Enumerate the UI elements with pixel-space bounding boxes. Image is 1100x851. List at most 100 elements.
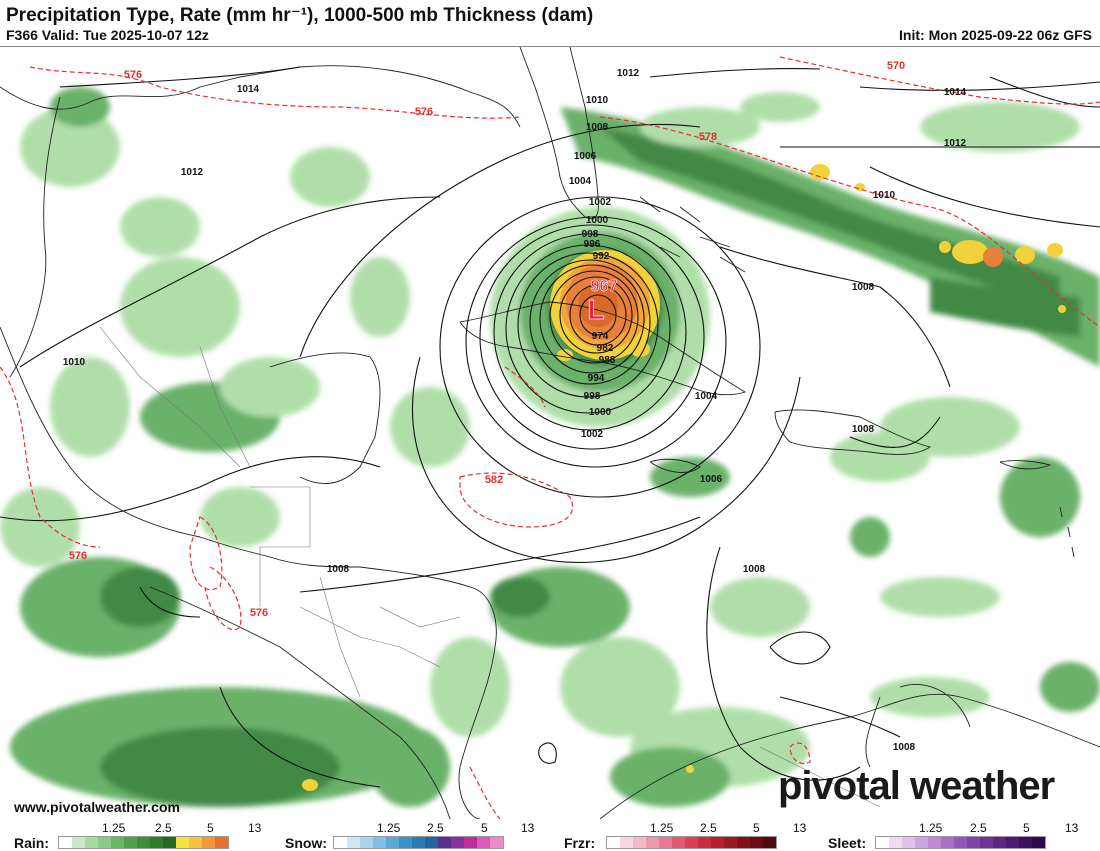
init-time: Init: Mon 2025-09-22 06z GFS <box>899 27 1092 43</box>
thickness-label: 576 <box>69 550 87 562</box>
legend-swatch <box>980 837 993 848</box>
isobar-label: 996 <box>584 239 601 250</box>
legend-swatch <box>967 837 980 848</box>
legend-swatch <box>633 837 646 848</box>
legend-swatch <box>928 837 941 848</box>
weather-map: 1014 1012 1010 1008 1006 1004 1002 1000 … <box>0 46 1100 820</box>
legend-swatch <box>85 837 98 848</box>
thickness-contours <box>0 56 1100 819</box>
legend-tick: 13 <box>521 821 535 835</box>
legend-swatch <box>399 837 412 848</box>
isobar-label: 1010 <box>873 190 896 201</box>
legend-tick: 1.25 <box>377 821 401 835</box>
thickness-label: 576 <box>415 106 433 118</box>
isobar-label: 1004 <box>695 391 718 402</box>
legend-tick: 13 <box>1065 821 1079 835</box>
legend-tick: 5 <box>481 821 488 835</box>
legend-swatch <box>373 837 386 848</box>
isobar-label: 998 <box>584 391 601 402</box>
legend-tick: 1.25 <box>919 821 943 835</box>
legend-swatch <box>163 837 176 848</box>
legend-swatch <box>360 837 373 848</box>
legend-swatch <box>763 837 776 848</box>
borders <box>99 326 881 808</box>
isobar-label: 1002 <box>589 197 612 208</box>
thickness-label: 578 <box>699 131 717 143</box>
legend-sleet-colorbar <box>875 836 1046 849</box>
legend-swatch <box>98 837 111 848</box>
isobar-label: 1010 <box>63 357 86 368</box>
legend-swatch <box>150 837 163 848</box>
precipitation-field <box>0 87 1100 807</box>
legend-snow-label: Snow: <box>285 835 327 851</box>
legend-tick: 1.25 <box>650 821 674 835</box>
legend-swatch <box>490 837 503 848</box>
legend-swatch <box>915 837 928 848</box>
legend-swatch <box>202 837 215 848</box>
legend-swatch <box>425 837 438 848</box>
legend-swatch <box>137 837 150 848</box>
isobar-label: 1000 <box>586 215 609 226</box>
legend-swatch <box>902 837 915 848</box>
isobar-label: 994 <box>588 373 605 384</box>
isobar-label: 988 <box>599 355 616 366</box>
legend-swatch <box>672 837 685 848</box>
low-symbol: L <box>587 294 604 325</box>
legend: Rain: 1.25 2.5 5 13 Snow: 1.25 2.5 5 13 … <box>0 819 1100 851</box>
legend-swatch <box>451 837 464 848</box>
legend-swatch <box>724 837 737 848</box>
legend-swatch <box>124 837 137 848</box>
isobar-label: 992 <box>593 251 610 262</box>
legend-sleet-label: Sleet: <box>828 835 867 851</box>
legend-swatch <box>607 837 620 848</box>
legend-swatch <box>412 837 425 848</box>
legend-swatch <box>876 837 889 848</box>
isobar-label: 1012 <box>617 68 640 79</box>
legend-swatch <box>941 837 954 848</box>
isobar-label: 1012 <box>181 167 204 178</box>
legend-tick: 5 <box>753 821 760 835</box>
legend-swatch <box>646 837 659 848</box>
isobar-label: 1004 <box>569 176 592 187</box>
isobar-label: 1006 <box>574 151 597 162</box>
legend-snow-colorbar <box>333 836 504 849</box>
isobar-label: 1014 <box>237 84 260 95</box>
legend-tick: 2.5 <box>155 821 172 835</box>
legend-swatch <box>620 837 633 848</box>
thickness-label: 576 <box>250 607 268 619</box>
legend-swatch <box>1032 837 1045 848</box>
legend-swatch <box>111 837 124 848</box>
low-pressure-center: 967 L <box>587 278 618 326</box>
legend-swatch <box>334 837 347 848</box>
legend-swatch <box>698 837 711 848</box>
thickness-labels: 576 576 570 578 582 576 576 <box>69 60 905 619</box>
legend-swatch <box>438 837 451 848</box>
legend-swatch <box>711 837 724 848</box>
isobar-label: 1008 <box>327 564 350 575</box>
legend-swatch <box>464 837 477 848</box>
legend-swatch <box>993 837 1006 848</box>
legend-swatch <box>659 837 672 848</box>
isobar-label: 1000 <box>589 407 612 418</box>
legend-swatch <box>685 837 698 848</box>
legend-frzr: Frzr: 1.25 2.5 5 13 <box>550 819 825 851</box>
isobar-label: 1008 <box>893 742 916 753</box>
isobar-label: 982 <box>597 343 614 354</box>
isobar-label: 1008 <box>852 282 875 293</box>
isobar-label: 1008 <box>586 122 609 133</box>
legend-sleet: Sleet: 1.25 2.5 5 13 <box>825 819 1100 851</box>
legend-snow: Snow: 1.25 2.5 5 13 <box>275 819 550 851</box>
legend-swatch <box>176 837 189 848</box>
isobar-label: 1002 <box>581 429 604 440</box>
legend-swatch <box>1006 837 1019 848</box>
isobars <box>0 66 1100 788</box>
legend-swatch <box>750 837 763 848</box>
legend-tick: 5 <box>207 821 214 835</box>
legend-tick: 13 <box>793 821 807 835</box>
isobar-label: 1014 <box>944 87 967 98</box>
legend-rain-colorbar <box>58 836 229 849</box>
legend-swatch <box>215 837 228 848</box>
legend-tick: 1.25 <box>102 821 126 835</box>
legend-frzr-colorbar <box>606 836 777 849</box>
legend-swatch <box>347 837 360 848</box>
